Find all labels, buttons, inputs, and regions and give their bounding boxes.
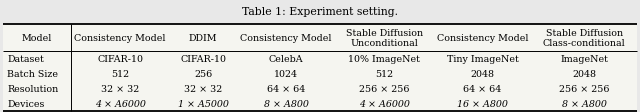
Text: 1024: 1024 (274, 70, 298, 78)
Text: 8 × A800: 8 × A800 (562, 99, 607, 108)
Text: 256 × 256: 256 × 256 (359, 84, 410, 93)
Text: Consistency Model: Consistency Model (437, 34, 528, 43)
Text: 64 × 64: 64 × 64 (463, 84, 502, 93)
Text: 1 × A5000: 1 × A5000 (178, 99, 228, 108)
Text: Stable Diffusion
Unconditional: Stable Diffusion Unconditional (346, 29, 423, 48)
Text: 256 × 256: 256 × 256 (559, 84, 609, 93)
Text: DDIM: DDIM (189, 34, 218, 43)
Text: 2048: 2048 (572, 70, 596, 78)
Text: Dataset: Dataset (7, 55, 44, 64)
Text: 64 × 64: 64 × 64 (267, 84, 305, 93)
Text: Tiny ImageNet: Tiny ImageNet (447, 55, 518, 64)
Text: Batch Size: Batch Size (7, 70, 58, 78)
Text: Model: Model (22, 34, 52, 43)
Text: Devices: Devices (7, 99, 44, 108)
Text: 512: 512 (111, 70, 129, 78)
Text: 32 × 32: 32 × 32 (184, 84, 222, 93)
Text: CelebA: CelebA (269, 55, 303, 64)
Text: 16 × A800: 16 × A800 (457, 99, 508, 108)
Text: 4 × A6000: 4 × A6000 (359, 99, 410, 108)
Text: 8 × A800: 8 × A800 (264, 99, 308, 108)
Text: ImageNet: ImageNet (560, 55, 608, 64)
Bar (3, 25, 637, 111)
Text: 2048: 2048 (470, 70, 495, 78)
Text: Consistency Model: Consistency Model (74, 34, 166, 43)
Text: 32 × 32: 32 × 32 (101, 84, 140, 93)
Text: Table 1: Experiment setting.: Table 1: Experiment setting. (242, 7, 398, 17)
Text: CIFAR-10: CIFAR-10 (180, 55, 226, 64)
Text: CIFAR-10: CIFAR-10 (97, 55, 143, 64)
Text: Consistency Model: Consistency Model (241, 34, 332, 43)
Text: 256: 256 (194, 70, 212, 78)
Text: Resolution: Resolution (7, 84, 58, 93)
Text: 10% ImageNet: 10% ImageNet (348, 55, 420, 64)
Text: 512: 512 (375, 70, 394, 78)
Text: 4 × A6000: 4 × A6000 (95, 99, 145, 108)
Text: Stable Diffusion
Class-conditional: Stable Diffusion Class-conditional (543, 29, 626, 48)
